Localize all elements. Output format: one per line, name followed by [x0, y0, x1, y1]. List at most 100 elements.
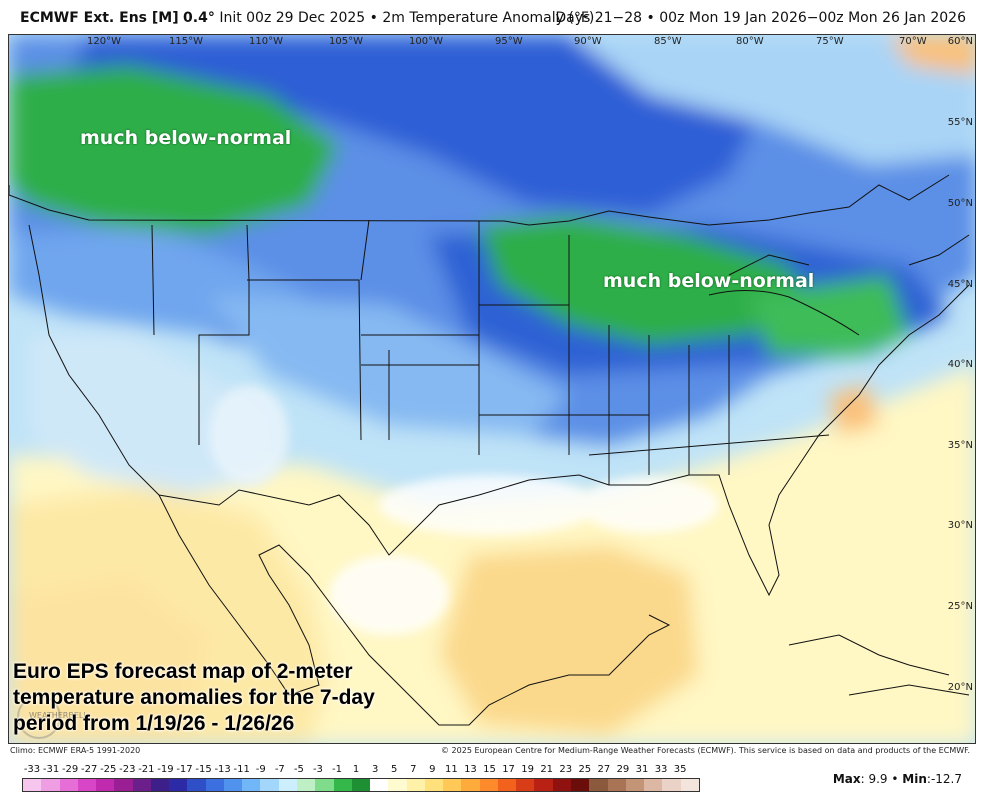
- logo-text: WEATHERBELL: [29, 711, 88, 720]
- legend-tick-label: 27: [597, 764, 611, 775]
- lon-label: 120°W: [87, 36, 121, 47]
- copyright-note: © 2025 European Centre for Medium-Range …: [441, 746, 970, 755]
- legend-tick-label: 33: [654, 764, 668, 775]
- legend-tick-label: -3: [312, 764, 323, 775]
- legend-tick-label: 7: [410, 764, 417, 775]
- color-swatch: [205, 779, 224, 791]
- legend-tick-label: -23: [119, 764, 136, 775]
- lat-label: 25°N: [947, 601, 973, 612]
- lat-label: 35°N: [947, 440, 973, 451]
- legend-tick-label: -19: [157, 764, 174, 775]
- color-swatch: [333, 779, 352, 791]
- legend-tick-label: -13: [214, 764, 231, 775]
- color-swatch: [589, 779, 608, 791]
- lon-label: 70°W: [899, 36, 927, 47]
- map-caption: Euro EPS forecast map of 2-meter tempera…: [13, 659, 433, 737]
- lat-label: 55°N: [947, 117, 973, 128]
- max-label: Max: [832, 772, 861, 786]
- weatherbell-logo: [17, 695, 61, 739]
- legend-tick-label: -11: [233, 764, 250, 775]
- caption-line: period from 1/19/26 - 1/26/26: [13, 712, 295, 735]
- color-swatch: [132, 779, 151, 791]
- color-swatch: [406, 779, 425, 791]
- lat-label: 50°N: [947, 198, 973, 209]
- color-swatch: [223, 779, 243, 791]
- color-swatch: [680, 779, 699, 791]
- legend-tick-label: 11: [445, 764, 458, 775]
- color-swatch: [424, 779, 444, 791]
- legend-tick-label: 15: [483, 764, 496, 775]
- neutral-patches: [209, 385, 719, 635]
- legend-tick-label: 9: [429, 764, 436, 775]
- color-swatch: [388, 779, 407, 791]
- legend-tick-label: 31: [635, 764, 649, 775]
- color-swatch: [479, 779, 498, 791]
- color-swatch: [497, 779, 517, 791]
- valid-period: Days 21−28 • 00z Mon 19 Jan 2026−00z Mon…: [555, 10, 966, 26]
- map-header: ECMWF Ext. Ens [M] 0.4° Init 00z 29 Dec …: [0, 0, 984, 34]
- color-swatch: [41, 779, 60, 791]
- color-swatch: [516, 779, 535, 791]
- legend-tick-label: 1: [352, 764, 360, 775]
- lon-label: 100°W: [409, 36, 443, 47]
- lat-label: 45°N: [947, 279, 973, 290]
- legend-tick-label: 3: [371, 764, 379, 775]
- color-swatch: [260, 779, 279, 791]
- legend-tick-label: 5: [391, 764, 398, 775]
- color-scale: [22, 778, 700, 792]
- color-swatch: [662, 779, 681, 791]
- lon-label: 80°W: [736, 36, 764, 47]
- color-swatch: [59, 779, 78, 791]
- anomaly-shading: [9, 35, 975, 743]
- color-swatch: [625, 779, 645, 791]
- lon-label: 85°W: [654, 36, 682, 47]
- anomaly-map: 120°W 115°W 110°W 105°W 100°W 95°W 90°W …: [8, 34, 976, 744]
- color-swatch: [77, 779, 97, 791]
- legend-tick-label: -15: [195, 764, 212, 775]
- color-swatch: [443, 779, 462, 791]
- lon-label: 95°W: [495, 36, 523, 47]
- lon-label: 90°W: [574, 36, 602, 47]
- color-swatch: [96, 779, 115, 791]
- legend-tick-label: -7: [274, 764, 285, 775]
- color-swatch: [607, 779, 626, 791]
- color-swatch: [370, 779, 389, 791]
- min-value: -12.7: [930, 772, 962, 786]
- annotation-great-lakes: much below-normal: [603, 270, 815, 292]
- color-swatch: [278, 779, 297, 791]
- color-swatch: [644, 779, 663, 791]
- color-swatch: [23, 779, 42, 791]
- caption-line: Euro EPS forecast map of 2-meter: [13, 660, 353, 683]
- legend-tick-label: -31: [42, 764, 60, 775]
- legend-tick-label: 19: [521, 764, 534, 775]
- legend-tick-label: -33: [23, 764, 41, 775]
- header-left: ECMWF Ext. Ens [M] 0.4° Init 00z 29 Dec …: [20, 10, 594, 26]
- color-swatch: [315, 779, 334, 791]
- color-swatch: [461, 779, 480, 791]
- color-swatch: [242, 779, 261, 791]
- color-swatch: [552, 779, 571, 791]
- min-label: Min: [902, 772, 927, 786]
- legend-ticks: -33 -31 -29 -27 -25 -23 -21 -19 -17 -15 -13 -11 -9 -7…: [16, 764, 706, 778]
- legend-tick-label: 25: [578, 764, 592, 775]
- lat-label: 20°N: [947, 682, 973, 693]
- color-swatch: [187, 779, 206, 791]
- max-value: 9.9: [868, 772, 888, 786]
- model-name: ECMWF Ext. Ens [M]: [20, 10, 179, 26]
- lon-label: 115°W: [169, 36, 203, 47]
- legend-tick-label: -25: [100, 764, 117, 775]
- lon-label: 110°W: [249, 36, 283, 47]
- climo-note: Climo: ECMWF ERA-5 1991-2020: [10, 746, 141, 755]
- lat-label: 30°N: [947, 520, 973, 531]
- legend-tick-label: -21: [138, 764, 155, 775]
- legend-tick-label: 35: [673, 764, 687, 775]
- lat-label: 40°N: [947, 359, 973, 370]
- lon-label: 105°W: [329, 36, 363, 47]
- legend-tick-label: -9: [255, 764, 266, 775]
- legend-tick-label: -17: [176, 764, 193, 775]
- legend-tick-label: -1: [332, 764, 342, 775]
- legend-tick-label: -5: [293, 764, 304, 775]
- legend-tick-label: 17: [502, 764, 515, 775]
- color-swatch: [351, 779, 371, 791]
- legend-tick-label: 21: [540, 764, 554, 775]
